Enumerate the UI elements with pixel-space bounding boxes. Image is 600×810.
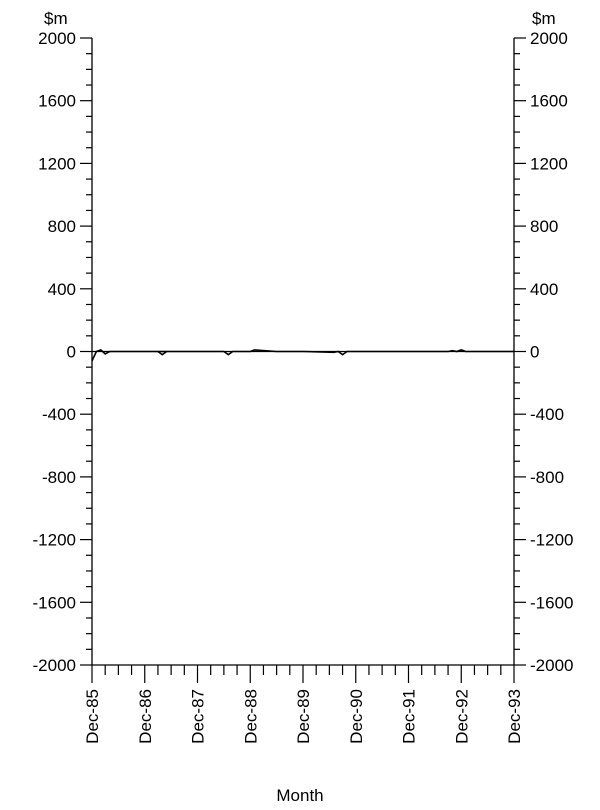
x-tick-label: Dec-85 (83, 689, 102, 744)
y-tick-label-left: 0 (67, 343, 76, 362)
axes: -2000 -2000 -1600 -1600 -1200 -1200 -800 -800 -4… (33, 29, 574, 744)
y-tick-label-right: 2000 (530, 29, 568, 48)
x-tick-label: Dec-92 (452, 689, 471, 744)
y-tick-label-left: 2000 (38, 29, 76, 48)
y-tick-label-right: 800 (530, 217, 558, 236)
y-tick-label-right: 1200 (530, 154, 568, 173)
x-axis-title: Month (276, 786, 323, 805)
y-tick-label-left: 1600 (38, 92, 76, 111)
x-tick-label: Dec-93 (505, 689, 524, 744)
y-tick-label-right: -400 (530, 405, 564, 424)
y-tick-label-right: -1600 (530, 593, 573, 612)
y-tick-label-right: 0 (530, 343, 539, 362)
y-tick-label-right: 1600 (530, 92, 568, 111)
series-line-0 (91, 348, 514, 362)
y-tick-label-right: -1200 (530, 531, 573, 550)
x-tick-label: Dec-91 (400, 689, 419, 744)
y-tick-label-left: -400 (42, 405, 76, 424)
left-unit-label: $m (44, 9, 68, 28)
y-tick-label-left: -1200 (33, 531, 76, 550)
y-tick-label-left: 1200 (38, 154, 76, 173)
x-tick-label: Dec-88 (241, 689, 260, 744)
y-tick-label-left: 800 (48, 217, 76, 236)
x-tick-label: Dec-90 (347, 689, 366, 744)
right-unit-label: $m (532, 9, 556, 28)
series-marks (91, 348, 514, 362)
y-tick-label-left: -800 (42, 468, 76, 487)
y-tick-label-left: -2000 (33, 656, 76, 675)
y-tick-label-right: -800 (530, 468, 564, 487)
x-tick-label: Dec-86 (136, 689, 155, 744)
x-tick-label: Dec-87 (189, 689, 208, 744)
x-tick-label: Dec-89 (294, 689, 313, 744)
y-tick-label-right: -2000 (530, 656, 573, 675)
y-tick-label-left: 400 (48, 280, 76, 299)
y-tick-label-left: -1600 (33, 593, 76, 612)
y-tick-label-right: 400 (530, 280, 558, 299)
